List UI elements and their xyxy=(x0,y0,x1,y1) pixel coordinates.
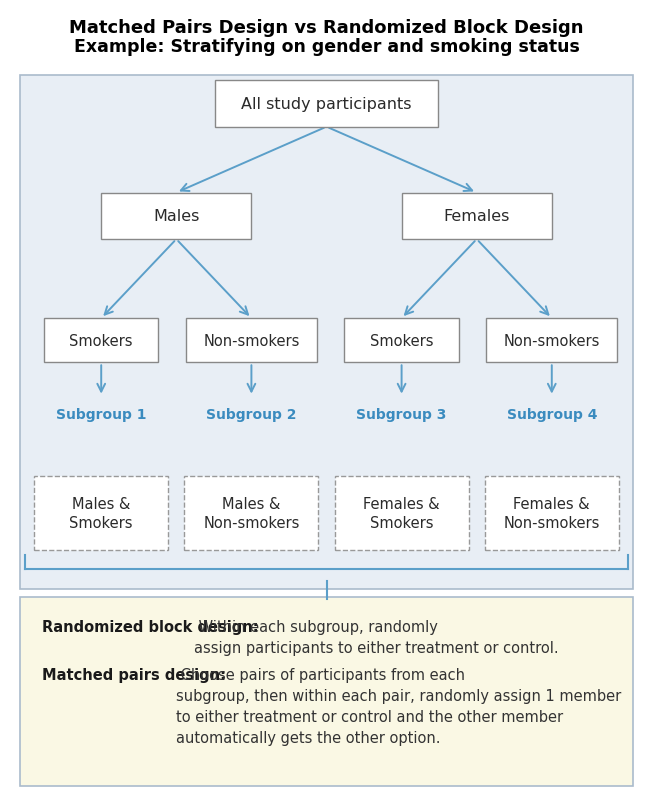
Text: Subgroup 4: Subgroup 4 xyxy=(507,407,597,422)
FancyBboxPatch shape xyxy=(485,476,619,550)
Text: Non-smokers: Non-smokers xyxy=(503,334,600,348)
Text: All study participants: All study participants xyxy=(241,97,412,111)
FancyBboxPatch shape xyxy=(35,476,168,550)
Text: Females &
Smokers: Females & Smokers xyxy=(363,496,440,531)
Text: Within each subgroup, randomly
assign participants to either treatment or contro: Within each subgroup, randomly assign pa… xyxy=(194,619,558,655)
FancyBboxPatch shape xyxy=(185,476,319,550)
FancyBboxPatch shape xyxy=(486,318,617,363)
FancyBboxPatch shape xyxy=(101,193,251,240)
Text: Subgroup 2: Subgroup 2 xyxy=(206,407,296,422)
FancyBboxPatch shape xyxy=(334,476,468,550)
Text: Females &
Non-smokers: Females & Non-smokers xyxy=(503,496,600,531)
Text: Males &
Smokers: Males & Smokers xyxy=(69,496,133,531)
Text: Smokers: Smokers xyxy=(370,334,434,348)
Text: Example: Stratifying on gender and smoking status: Example: Stratifying on gender and smoki… xyxy=(74,38,579,55)
Text: Smokers: Smokers xyxy=(69,334,133,348)
Text: Choose pairs of participants from each
subgroup, then within each pair, randomly: Choose pairs of participants from each s… xyxy=(176,667,622,745)
FancyBboxPatch shape xyxy=(44,318,158,363)
Text: Subgroup 1: Subgroup 1 xyxy=(56,407,146,422)
Text: Males: Males xyxy=(153,209,200,224)
Text: Matched Pairs Design vs Randomized Block Design: Matched Pairs Design vs Randomized Block… xyxy=(69,19,584,37)
Text: Females: Females xyxy=(443,209,510,224)
FancyBboxPatch shape xyxy=(186,318,317,363)
FancyBboxPatch shape xyxy=(402,193,552,240)
Text: Males &
Non-smokers: Males & Non-smokers xyxy=(203,496,300,531)
FancyBboxPatch shape xyxy=(215,81,438,128)
Text: Matched pairs design:: Matched pairs design: xyxy=(42,667,227,683)
FancyBboxPatch shape xyxy=(20,76,633,589)
Text: Subgroup 3: Subgroup 3 xyxy=(357,407,447,422)
Text: Non-smokers: Non-smokers xyxy=(203,334,300,348)
Text: Randomized block design:: Randomized block design: xyxy=(42,619,259,634)
FancyBboxPatch shape xyxy=(345,318,458,363)
FancyBboxPatch shape xyxy=(20,597,633,786)
